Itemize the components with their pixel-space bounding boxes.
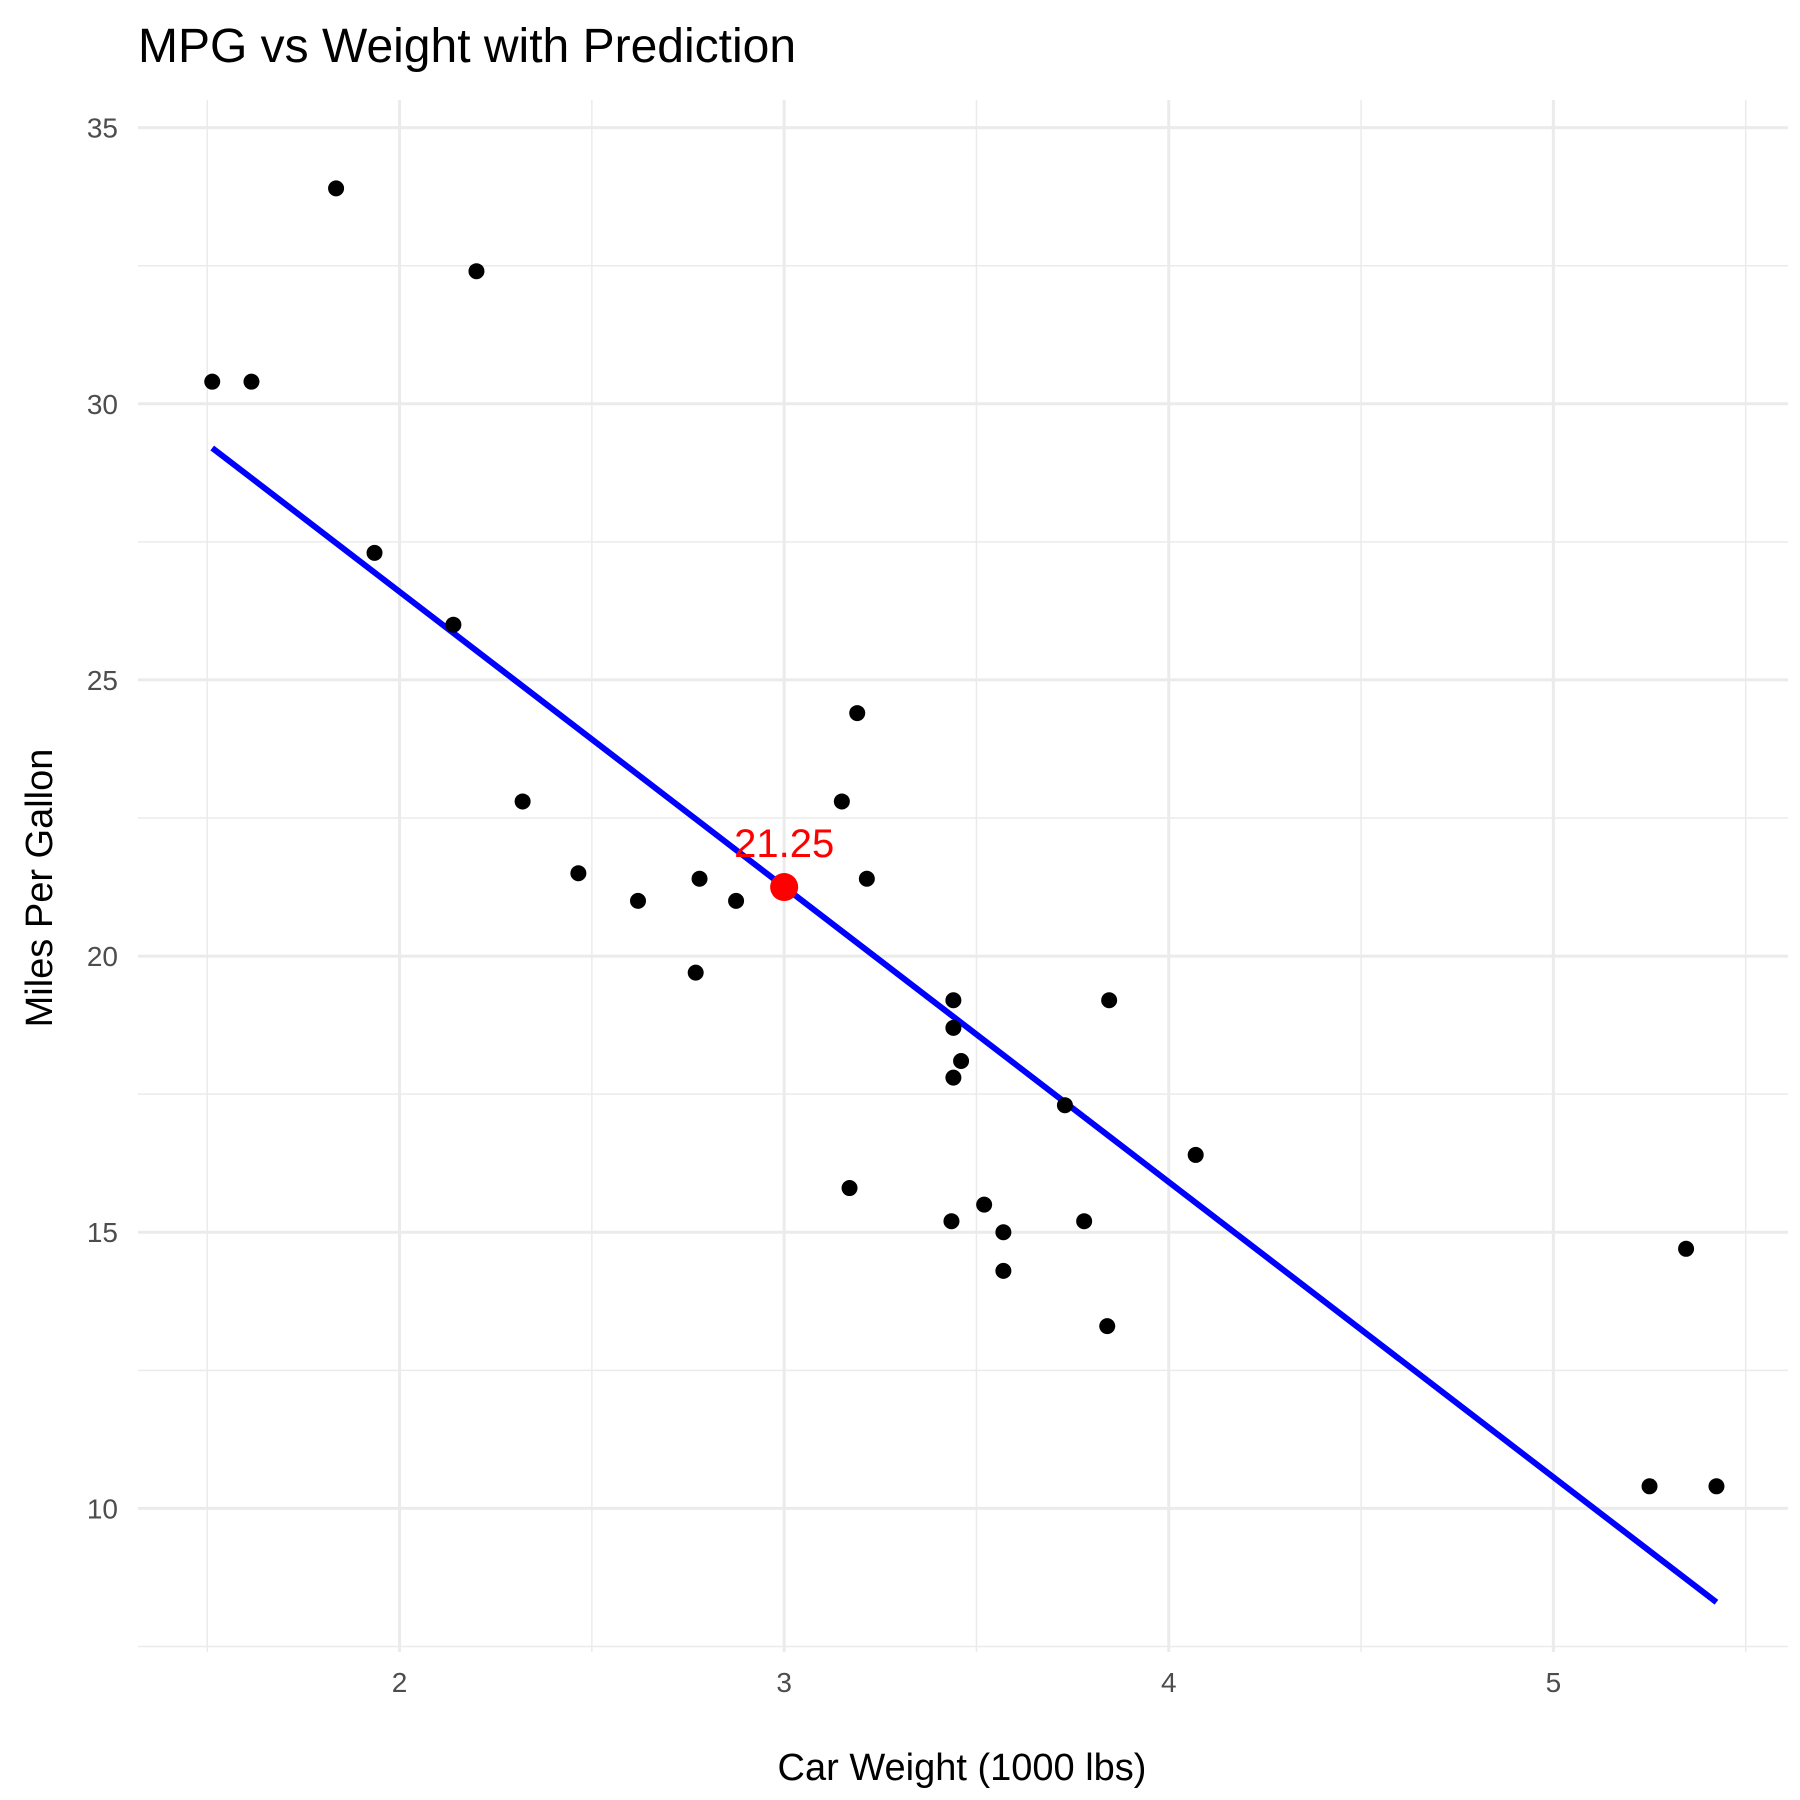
x-axis-title: Car Weight (1000 lbs): [778, 1747, 1147, 1789]
data-point: [833, 793, 850, 810]
data-point: [728, 892, 745, 909]
chart-title: MPG vs Weight with Prediction: [138, 20, 796, 73]
data-point: [691, 870, 708, 887]
prediction-label: 21.25: [734, 822, 834, 866]
data-point: [945, 992, 962, 1009]
data-point: [630, 892, 646, 909]
x-tick-label: 2: [392, 1667, 408, 1698]
data-point: [570, 865, 587, 882]
x-tick-label: 4: [1161, 1667, 1177, 1698]
prediction-point: [770, 873, 799, 902]
data-point: [953, 1053, 970, 1070]
data-point: [849, 705, 866, 722]
data-point: [1101, 992, 1118, 1009]
data-point: [841, 1180, 858, 1197]
y-axis-title: Miles Per Gallon: [19, 749, 61, 1028]
y-tick-label: 35: [87, 113, 118, 144]
x-tick-label: 5: [1546, 1667, 1562, 1698]
data-point: [1678, 1240, 1695, 1257]
x-tick-labels: 2 3 4 5: [392, 1667, 1561, 1698]
prediction-group: 21.25: [734, 822, 834, 902]
data-point: [945, 1019, 962, 1036]
data-point: [204, 373, 221, 390]
y-tick-label: 15: [87, 1217, 118, 1248]
data-point: [366, 544, 383, 561]
data-point: [1099, 1318, 1116, 1335]
y-tick-labels: 10 15 20 25 30 35: [87, 113, 118, 1525]
data-point: [514, 793, 531, 810]
y-tick-label: 30: [87, 389, 118, 420]
data-point: [976, 1196, 993, 1213]
data-point: [445, 616, 462, 633]
regression-line-group: [210, 445, 1719, 1605]
data-point: [1708, 1478, 1725, 1495]
data-point: [1056, 1097, 1073, 1114]
data-point: [687, 964, 704, 981]
data-point: [1187, 1146, 1204, 1163]
data-point: [945, 1069, 962, 1086]
data-point: [328, 180, 345, 197]
y-tick-label: 25: [87, 665, 118, 696]
data-points: [204, 180, 1725, 1495]
major-gridlines: [138, 100, 1788, 1652]
y-tick-label: 20: [87, 941, 118, 972]
data-point: [995, 1224, 1012, 1241]
data-point: [1641, 1478, 1658, 1495]
x-tick-label: 3: [776, 1667, 792, 1698]
data-point: [858, 870, 875, 887]
y-tick-label: 10: [87, 1493, 118, 1524]
regression-line: [210, 445, 1719, 1605]
minor-gridlines: [138, 100, 1788, 1652]
data-point: [943, 1213, 960, 1230]
data-point: [1076, 1213, 1093, 1230]
data-point: [468, 263, 485, 280]
data-point: [995, 1262, 1012, 1279]
data-point: [243, 373, 260, 390]
